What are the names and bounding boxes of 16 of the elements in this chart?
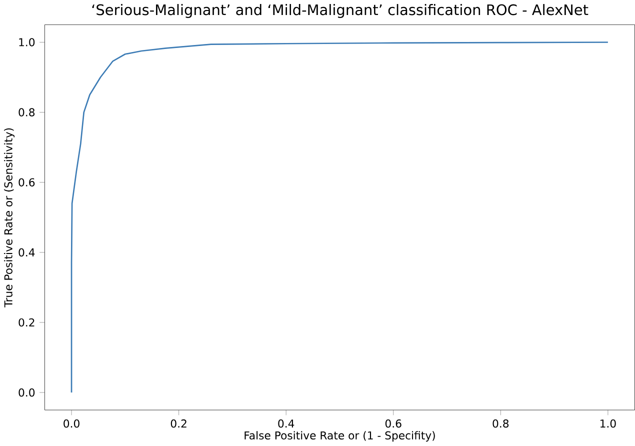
y-tick-label: 0.2 xyxy=(18,318,34,327)
y-tick-label: 0.4 xyxy=(18,248,35,257)
x-tick-label: 0.2 xyxy=(170,420,186,428)
x-tick-label: 1.0 xyxy=(600,420,616,428)
y-tick-label: 0.6 xyxy=(18,178,35,187)
x-tick-label: 0.0 xyxy=(64,420,80,428)
x-tick-label: 0.8 xyxy=(492,420,509,428)
y-axis-title: True Positive Rate or (Sensitivity) xyxy=(4,128,15,308)
x-axis-title: False Positive Rate or (1 - Specifity) xyxy=(244,431,435,442)
x-tick-label: 0.4 xyxy=(278,420,294,428)
y-tick-label: 0.0 xyxy=(18,388,35,397)
line-series xyxy=(70,42,609,394)
chart-title: ‘Serious-Malignant’ and ‘Mild-Malignant’ classification ROC - AlexNet xyxy=(92,4,588,18)
x-tick-label: 0.6 xyxy=(385,420,402,428)
y-tick-label: 1.0 xyxy=(19,38,35,47)
y-tick-label: 0.8 xyxy=(18,108,35,117)
